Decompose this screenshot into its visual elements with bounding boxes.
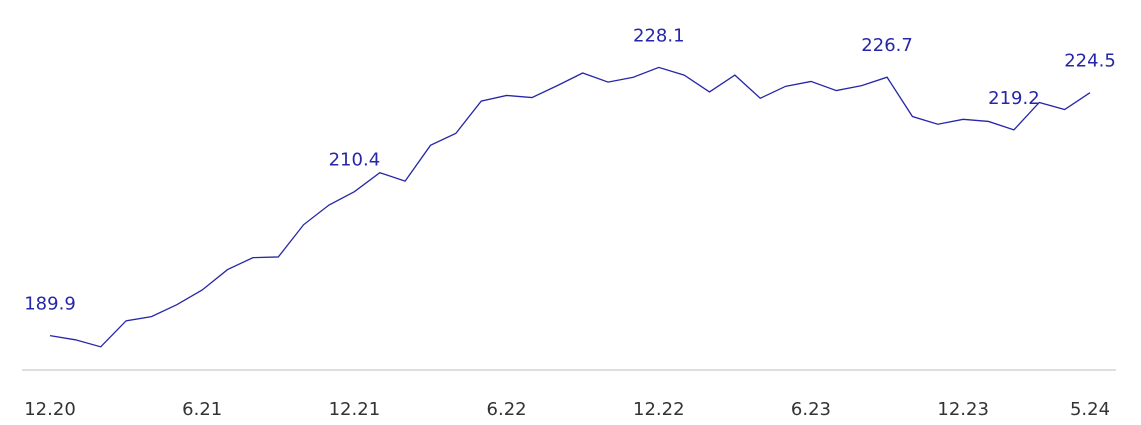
x-tick-label: 12.21 xyxy=(329,399,381,420)
x-tick-label: 6.22 xyxy=(487,399,527,420)
data-label: 219.2 xyxy=(988,88,1040,109)
x-tick-label: 12.20 xyxy=(24,399,76,420)
x-tick-label: 6.23 xyxy=(791,399,831,420)
data-label: 228.1 xyxy=(633,25,685,46)
line xyxy=(49,66,1091,348)
data-label: 224.5 xyxy=(1064,51,1116,72)
x-tick-label: 12.22 xyxy=(633,399,685,420)
x-tick-label: 5.24 xyxy=(1070,399,1110,420)
data-label: 189.9 xyxy=(24,294,76,315)
data-label: 226.7 xyxy=(861,35,913,56)
x-tick-label: 6.21 xyxy=(182,399,222,420)
x-tick-label: 12.23 xyxy=(937,399,989,420)
data-label: 210.4 xyxy=(329,150,381,171)
